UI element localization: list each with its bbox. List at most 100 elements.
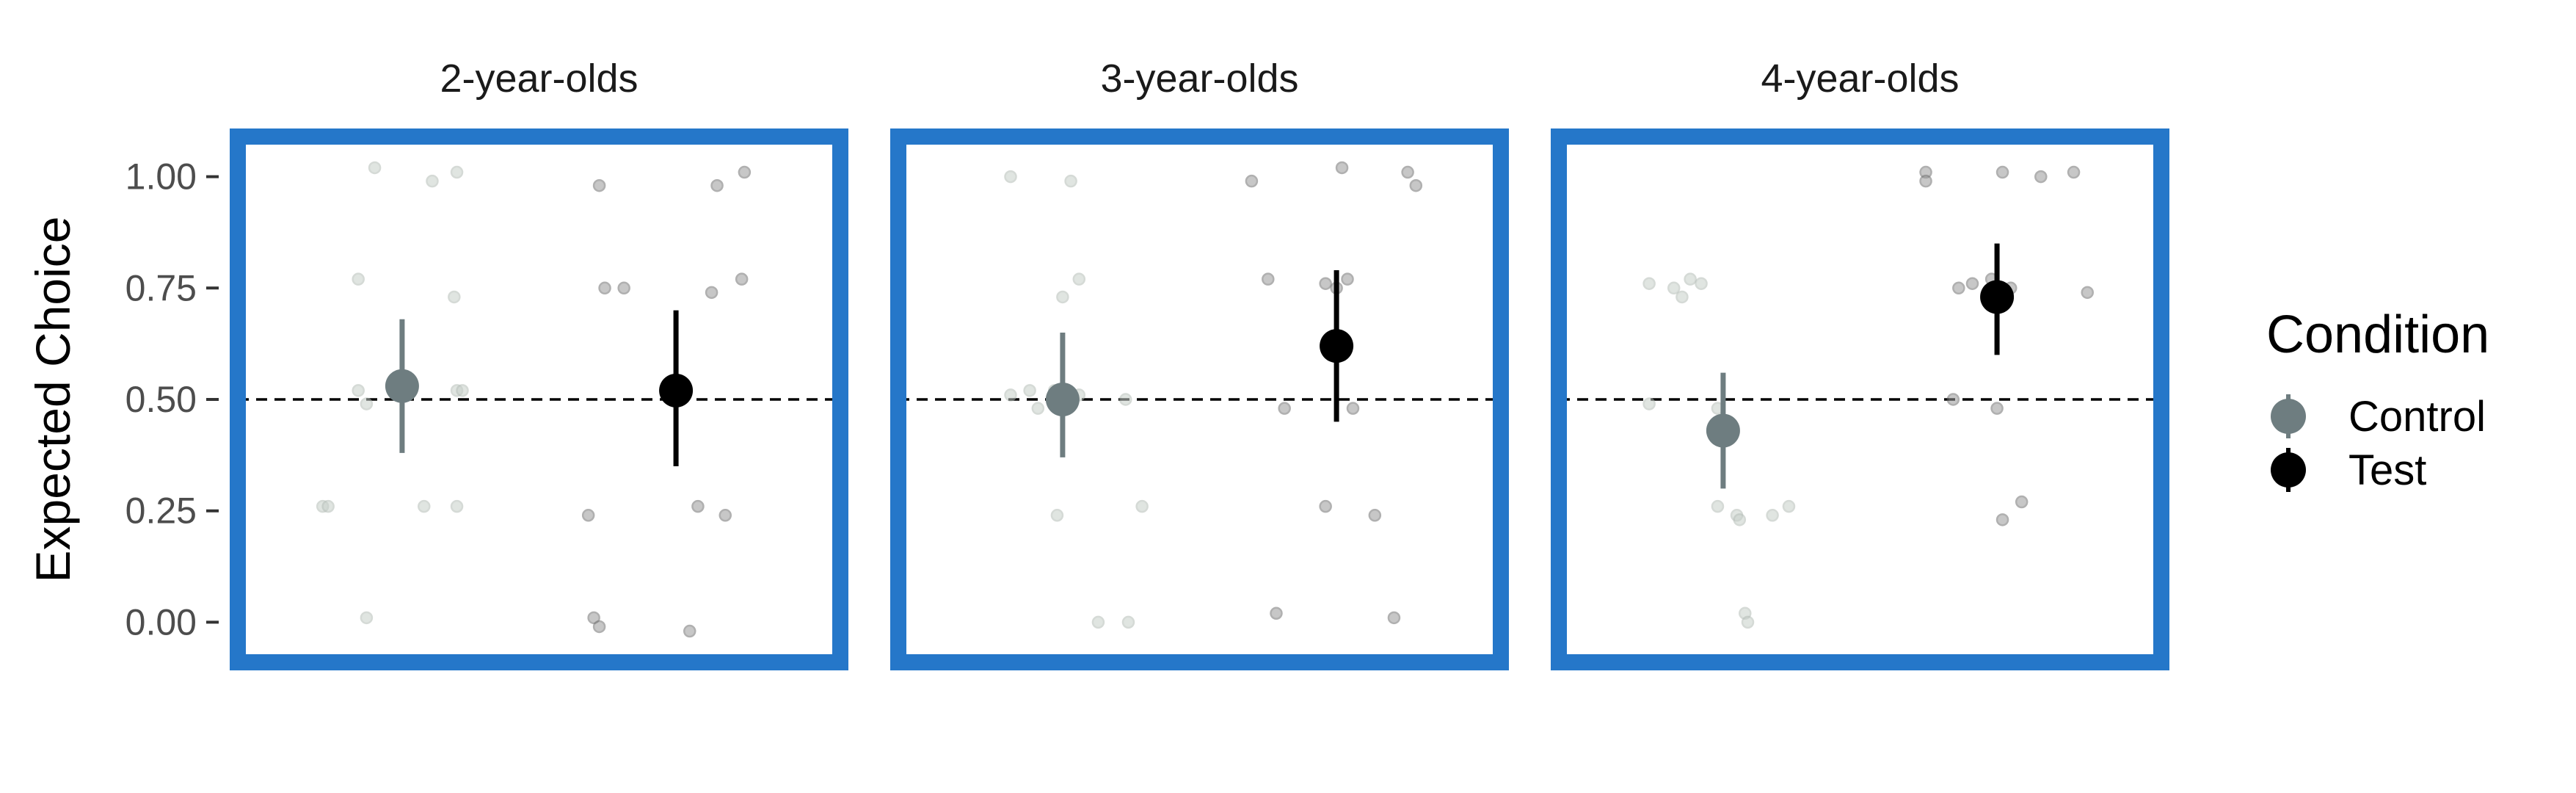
facet-panels: 2-year-olds 3-year-olds 4-year-olds <box>230 57 2169 670</box>
legend-label: Test <box>2348 446 2426 494</box>
data-point <box>1766 509 1779 522</box>
mean-point <box>659 373 694 408</box>
data-point <box>352 272 365 286</box>
data-point <box>1135 499 1149 513</box>
y-tick-label: 0.25 <box>125 490 197 532</box>
data-point <box>587 611 600 625</box>
facet-strip-title: 3-year-olds <box>1100 57 1298 101</box>
data-point <box>1278 402 1291 415</box>
data-point <box>2081 286 2094 300</box>
data-point <box>1072 272 1086 286</box>
data-point <box>1642 277 1656 290</box>
data-point <box>1695 277 1708 290</box>
legend-key <box>2271 394 2306 438</box>
data-point <box>1118 393 1132 406</box>
data-point <box>1004 170 1017 184</box>
data-point <box>1387 611 1401 625</box>
data-point <box>1995 513 2009 526</box>
data-point <box>456 384 469 397</box>
data-point <box>592 178 606 192</box>
legend-label: Control <box>2348 393 2486 441</box>
data-point <box>352 384 365 397</box>
data-point <box>1684 272 1697 286</box>
data-point <box>735 272 749 286</box>
data-point <box>1995 165 2009 179</box>
data-point <box>1782 499 1796 513</box>
data-point <box>1946 393 1960 406</box>
data-point <box>1346 402 1360 415</box>
data-point <box>1401 165 1414 179</box>
data-point <box>2015 495 2029 509</box>
data-point <box>1733 513 1747 526</box>
data-point <box>617 281 630 295</box>
data-point <box>1741 615 1755 629</box>
data-point <box>1952 281 1965 295</box>
facet-strip-title: 4-year-olds <box>1761 57 1959 101</box>
data-point <box>1031 402 1045 415</box>
data-point <box>426 174 439 188</box>
mean-point <box>1706 413 1740 448</box>
panel-border <box>1551 128 2169 670</box>
data-point <box>1642 397 1656 410</box>
data-point <box>450 165 464 179</box>
legend-title: Condition <box>2266 305 2489 364</box>
data-point <box>2067 165 2081 179</box>
mean-point <box>1045 383 1080 416</box>
data-point <box>598 281 611 295</box>
legend-key-point <box>2271 452 2306 488</box>
data-point <box>1050 509 1064 522</box>
legend-key <box>2271 448 2306 492</box>
data-point <box>1004 388 1017 402</box>
data-point <box>1667 281 1681 295</box>
data-point <box>450 499 464 513</box>
data-point <box>738 165 752 179</box>
data-point <box>1335 161 1349 175</box>
data-point <box>360 397 374 410</box>
data-point <box>1919 174 1932 188</box>
data-point <box>1368 509 1382 522</box>
data-point <box>1409 178 1423 192</box>
data-point <box>360 611 374 625</box>
legend: Condition Control Test <box>2266 305 2489 494</box>
y-tick-label: 0.75 <box>125 267 197 308</box>
data-point <box>1023 384 1036 397</box>
data-point <box>321 499 335 513</box>
y-axis: 0.00 0.25 0.50 0.75 1.00 <box>125 156 219 642</box>
data-point <box>2034 170 2048 184</box>
data-point <box>1319 277 1332 290</box>
data-point <box>710 178 724 192</box>
data-point <box>368 161 382 175</box>
data-point <box>705 286 718 300</box>
data-point <box>448 290 461 304</box>
data-point <box>581 509 595 522</box>
data-point <box>1121 615 1135 629</box>
data-point <box>1270 606 1283 620</box>
data-point <box>1064 174 1077 188</box>
data-point <box>691 499 705 513</box>
data-point <box>718 509 732 522</box>
data-point <box>1990 402 2004 415</box>
data-point <box>1056 290 1069 304</box>
legend-key-point <box>2271 399 2306 434</box>
data-point <box>1711 499 1725 513</box>
data-point <box>1091 615 1105 629</box>
panel-border <box>230 128 848 670</box>
data-point <box>1676 290 1689 304</box>
data-point <box>592 620 606 634</box>
data-point <box>1341 272 1354 286</box>
panel-border <box>890 128 1509 670</box>
mean-point <box>1320 329 1354 363</box>
data-point <box>1262 272 1275 286</box>
y-tick-label: 0.50 <box>125 379 197 420</box>
y-tick-label: 1.00 <box>125 156 197 198</box>
mean-point <box>385 369 419 403</box>
data-point <box>1245 174 1259 188</box>
facet-strip-title: 2-year-olds <box>440 57 638 101</box>
data-point <box>1319 499 1332 513</box>
mean-point <box>1980 280 2015 314</box>
y-tick-label: 0.00 <box>125 601 197 642</box>
facet-panel: 4-year-olds <box>1551 57 2169 670</box>
facet-panel: 2-year-olds <box>230 57 848 670</box>
data-point <box>683 624 696 638</box>
